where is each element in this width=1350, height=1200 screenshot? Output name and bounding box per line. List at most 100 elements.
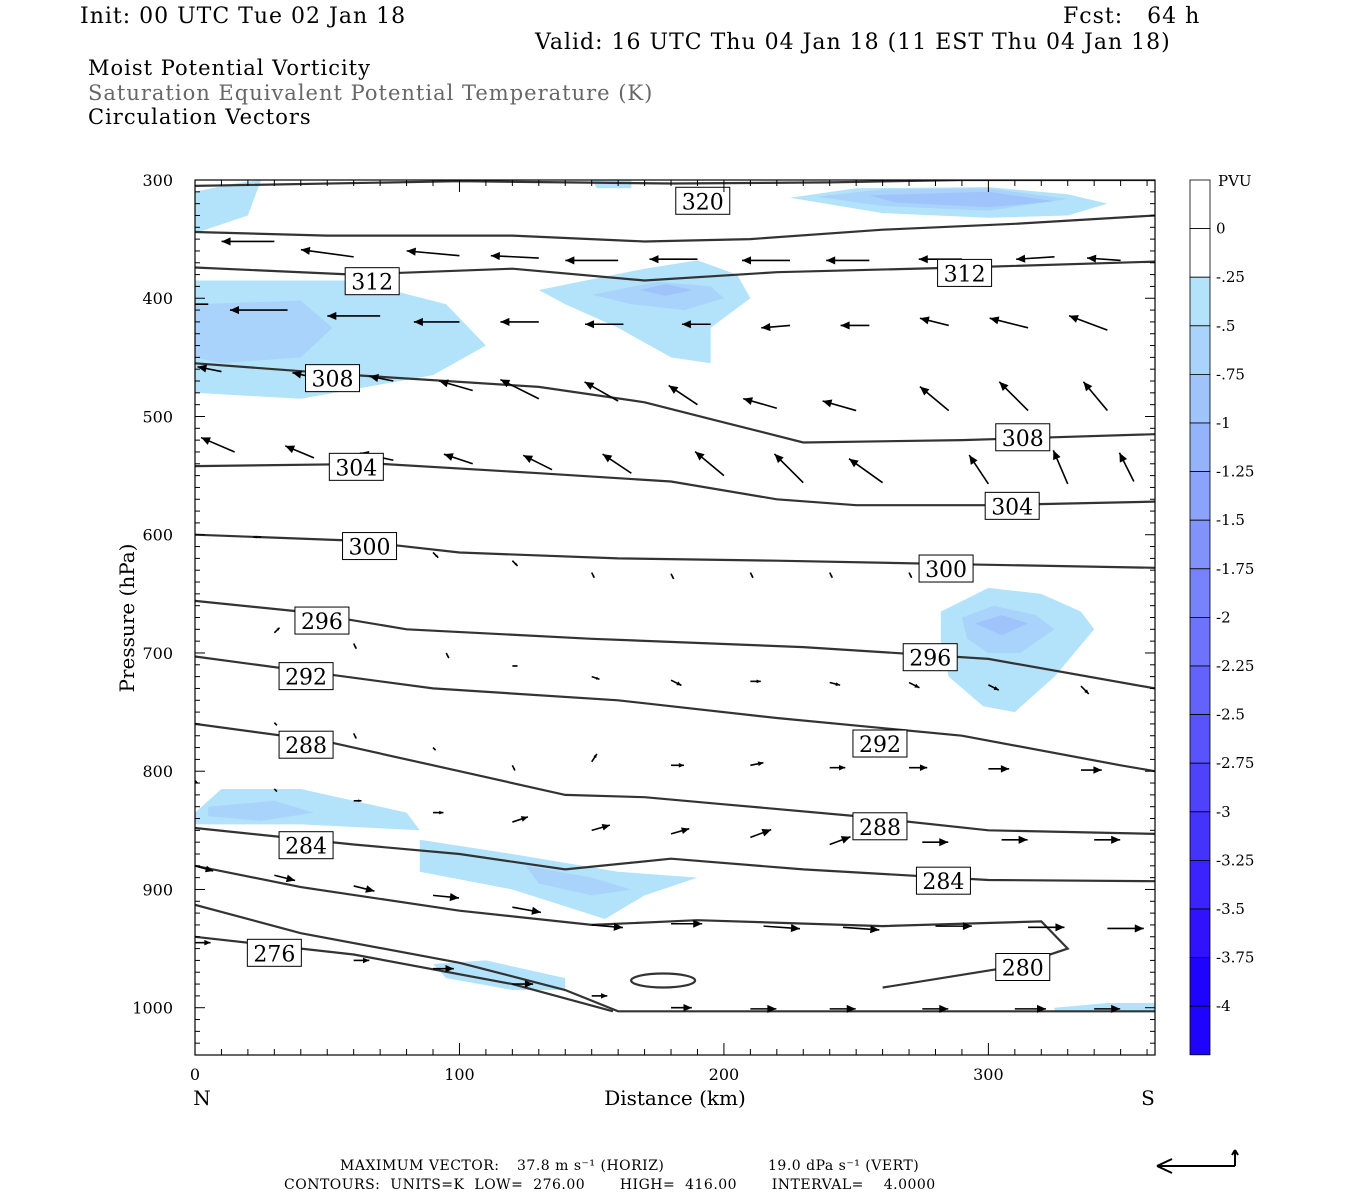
vector-arrow-46 — [1052, 449, 1069, 485]
svg-text:900: 900 — [142, 880, 173, 899]
svg-text:300: 300 — [925, 558, 967, 583]
svg-text:280: 280 — [1002, 957, 1044, 982]
colorbar-label-12: -3 — [1216, 803, 1231, 821]
vector-arrow-31 — [742, 397, 778, 409]
vector-arrow-37 — [284, 445, 315, 459]
vector-arrow-small-15 — [829, 681, 841, 686]
colorbar-label-3: -.75 — [1216, 365, 1245, 383]
colorbar-swatch-6 — [1189, 471, 1211, 521]
vector-arrow-small-5 — [749, 572, 754, 579]
field-moist-pv: Moist Potential Vorticity — [88, 56, 371, 80]
svg-text:296: 296 — [909, 647, 951, 672]
x-end-label-south: S — [1141, 1086, 1155, 1110]
colorbar-label-14: -3.5 — [1216, 900, 1245, 918]
pv-region-5 — [195, 180, 262, 234]
contour-label-312-1: 312 — [344, 267, 400, 296]
colorbar-label-6: -1.5 — [1216, 511, 1245, 529]
contour-label-296-9: 296 — [294, 606, 350, 635]
pv-region-6 — [591, 180, 632, 189]
svg-text:700: 700 — [142, 644, 173, 663]
vector-arrow-small-51 — [935, 922, 972, 931]
colorbar-swatch-3 — [1189, 325, 1211, 375]
svg-text:288: 288 — [859, 816, 901, 841]
vector-arrow-15 — [413, 317, 460, 326]
vector-arrow-26 — [369, 374, 394, 382]
vector-arrow-small-9 — [352, 643, 357, 650]
vector-arrow-19 — [761, 323, 791, 332]
y-tick-500: 500 — [142, 407, 1155, 426]
vector-arrow-24 — [197, 364, 222, 373]
vector-arrow-small-6 — [828, 572, 834, 579]
vector-arrow-43 — [773, 453, 804, 484]
colorbar-label-9: -2.25 — [1216, 657, 1254, 675]
vector-arrow-0 — [152, 235, 195, 243]
vector-arrow-small-3 — [590, 572, 596, 579]
x-tick-200: 200 — [709, 180, 740, 1084]
svg-text:312: 312 — [351, 271, 393, 296]
svg-text:320: 320 — [682, 190, 724, 215]
vector-arrow-small-28 — [988, 765, 1010, 773]
colorbar-label-0: 0 — [1216, 220, 1226, 238]
vector-arrow-small-19 — [273, 722, 278, 726]
colorbar-swatch-11 — [1189, 714, 1211, 764]
vector-arrow-small-29 — [1080, 766, 1102, 774]
contour-label-288-14: 288 — [852, 812, 908, 841]
contour-label-300-8: 300 — [918, 554, 974, 583]
vector-arrow-27 — [438, 379, 473, 392]
vector-arrow-small-45 — [432, 893, 460, 902]
pv-colorbar: 0 -.25 -.5 -.75 -1 -1.25 -1.5 -1.75 -2 -2.25 -2.5 -… — [1189, 179, 1254, 1056]
contour-label-320-0: 320 — [675, 186, 731, 215]
vector-arrow-small-54 — [195, 939, 211, 946]
svg-text:304: 304 — [991, 495, 1033, 520]
svg-text:312: 312 — [944, 262, 986, 287]
contour-316-1 — [195, 214, 1155, 243]
contour-label-284-16: 284 — [915, 866, 971, 895]
colorbar-swatch-0 — [1189, 179, 1211, 229]
vector-arrow-small-12 — [591, 675, 600, 680]
colorbar-unit: PVU — [1218, 172, 1252, 190]
pv-region-14 — [208, 800, 314, 821]
contour-info: CONTOURS: UNITS=K LOW= 276.00 HIGH= 416.… — [284, 1177, 936, 1193]
vector-arrow-small-32 — [353, 799, 362, 803]
svg-text:300: 300 — [973, 1065, 1004, 1084]
vector-arrow-small-21 — [432, 747, 437, 751]
colorbar-label-7: -1.75 — [1216, 560, 1254, 578]
vector-arrow-23 — [1068, 315, 1108, 331]
contour-label-292-11: 292 — [278, 662, 334, 691]
y-tick-700: 700 — [142, 644, 1155, 663]
pv-region-18 — [1054, 1003, 1155, 1012]
colorbar-label-13: -3.25 — [1216, 851, 1254, 869]
contour-288-8 — [195, 722, 1155, 835]
field-sat-theta-e: Saturation Equivalent Potential Temperat… — [88, 81, 654, 105]
pv-region-3 — [591, 281, 724, 311]
colorbar-label-16: -4 — [1216, 997, 1231, 1015]
vector-arrow-42 — [694, 450, 725, 477]
contour-320-0 — [195, 180, 1155, 187]
vector-arrow-small-23 — [591, 753, 598, 763]
svg-text:308: 308 — [1002, 427, 1044, 452]
vector-arrow-39 — [443, 453, 473, 465]
init-time: Init: 00 UTC Tue 02 Jan 18 — [80, 4, 407, 29]
svg-text:300: 300 — [142, 171, 173, 190]
svg-text:200: 200 — [709, 1065, 740, 1084]
circulation-vectors — [152, 235, 1144, 1013]
colorbar-swatch-4 — [1189, 373, 1211, 424]
svg-text:276: 276 — [253, 942, 295, 967]
vector-arrow-small-13 — [670, 679, 682, 687]
contour-label-308-4: 308 — [995, 423, 1051, 452]
vector-arrow-3 — [406, 247, 460, 257]
pv-region-12 — [975, 615, 1029, 636]
contour-label-276-18: 276 — [246, 938, 302, 967]
vector-arrow-8 — [826, 256, 870, 265]
vector-arrow-small-57 — [433, 964, 454, 973]
vector-arrow-small-18 — [1080, 685, 1090, 695]
vector-arrow-32 — [822, 399, 857, 412]
vector-arrow-35 — [1082, 381, 1109, 412]
vector-arrow-small-62 — [829, 1004, 856, 1013]
vector-arrow-small-4 — [670, 573, 675, 580]
vector-arrow-21 — [919, 316, 949, 327]
contour-276-11 — [195, 903, 1155, 1013]
contour-284-9 — [195, 826, 1155, 883]
vector-arrow-small-61 — [750, 1004, 777, 1013]
y-tick-400: 400 — [142, 289, 1155, 308]
